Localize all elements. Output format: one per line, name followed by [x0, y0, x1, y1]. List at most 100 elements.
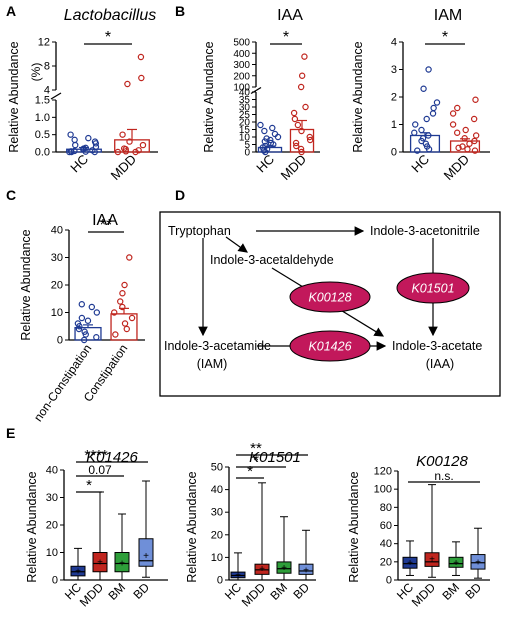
y-tick-label: 30 [46, 492, 58, 504]
bar [110, 313, 138, 341]
y-axis-label: Relative Abundance [19, 229, 33, 340]
data-point [306, 136, 314, 144]
data-point [462, 126, 469, 134]
y-tick-label: 2 [391, 92, 397, 104]
data-point [111, 309, 118, 316]
data-point [430, 104, 437, 112]
data-point [471, 147, 479, 154]
y-tick-label: 120 [374, 466, 392, 478]
data-point [425, 132, 432, 139]
box [70, 565, 86, 577]
data-point [78, 314, 86, 322]
data-point [290, 109, 298, 117]
x-category-label: BD [462, 580, 484, 602]
data-point [124, 80, 131, 88]
y-tick-label: 20 [51, 280, 63, 292]
y-tick-label: 40 [239, 88, 251, 99]
data-point [294, 121, 302, 129]
box [276, 561, 292, 574]
chart-title: IAA [92, 212, 118, 229]
data-point [91, 138, 99, 145]
data-point [298, 72, 306, 79]
y-axis-unit: (%) [29, 63, 43, 82]
x-category-label: MDD [278, 152, 310, 184]
box-mean-marker: + [453, 558, 459, 569]
data-point [72, 141, 79, 149]
y-tick-label: 500 [233, 38, 250, 49]
panel-letter-e: E [6, 425, 15, 441]
box-mean-marker: + [143, 551, 149, 562]
box [138, 538, 154, 567]
significance-label: ** [100, 217, 112, 234]
data-point [423, 115, 430, 123]
data-point [119, 131, 126, 138]
y-tick-label: 10 [51, 307, 63, 319]
y-tick-label: 100 [374, 484, 392, 496]
y-tick-label: 1 [391, 119, 397, 131]
y-tick-label: 300 [233, 60, 250, 71]
panel-letter-a: A [6, 3, 16, 19]
significance-label: * [247, 463, 253, 480]
chart-3: IAA Relative Abundance 0 10 20 30 40 non-Consti… [19, 212, 145, 424]
box-mean-marker: + [235, 570, 241, 581]
y-tick-label: 40 [211, 484, 223, 496]
x-category-label: non-Constipation [31, 342, 95, 424]
y-tick-label: 30 [239, 103, 251, 114]
box-mean-marker: + [475, 557, 481, 568]
significance-label: 0.07 [88, 463, 112, 477]
node-acetamide-abbr: (IAM) [197, 357, 228, 371]
data-point [453, 129, 461, 136]
pathway-frame [159, 211, 501, 397]
data-point [449, 110, 457, 117]
y-axis-label: Relative Abundance [185, 471, 199, 582]
data-point [119, 303, 126, 311]
x-category-label: MDD [239, 580, 268, 609]
x-category-label: BD [290, 580, 312, 602]
y-axis-label: Relative Abundance [7, 41, 21, 152]
box-mean-marker: + [119, 558, 125, 569]
data-point [93, 309, 101, 316]
chart-title: Lactobacillus [64, 7, 157, 24]
y-tick-label: 60 [380, 520, 392, 532]
data-point [420, 85, 427, 92]
data-point [418, 126, 425, 134]
data-point [121, 281, 128, 289]
data-point [117, 298, 124, 305]
axis-break-mark [50, 92, 62, 100]
y-tick-label: 10 [211, 552, 223, 564]
data-point [71, 147, 78, 155]
significance-label: * [442, 29, 448, 46]
box [448, 556, 464, 568]
node-acetamide: Indole-3-acetamide [164, 339, 271, 353]
data-point [120, 145, 128, 152]
significance-label: **** [84, 447, 108, 464]
data-point [472, 132, 480, 139]
data-point [263, 135, 270, 142]
y-tick-label: 4 [391, 37, 397, 49]
data-point [139, 141, 147, 149]
y-tick-label: 35 [239, 95, 251, 106]
box [424, 552, 440, 567]
y-tick-label: 4 [44, 85, 50, 97]
data-point [93, 334, 100, 341]
significance-label: * [105, 29, 111, 46]
data-point [71, 136, 78, 144]
x-category-label: MDD [77, 580, 106, 609]
x-category-label: MDD [108, 152, 140, 184]
enzyme-k01501-label: K01501 [411, 282, 454, 296]
box-mean-marker: + [75, 567, 81, 578]
y-tick-label: 0 [386, 575, 392, 587]
box [114, 552, 130, 573]
chart-title: IAA [277, 7, 303, 24]
data-point [274, 133, 282, 141]
data-point [74, 320, 82, 327]
data-point [422, 140, 430, 147]
data-point [298, 127, 305, 135]
data-point [454, 104, 461, 112]
y-tick-label: 40 [51, 225, 63, 237]
data-point [470, 115, 478, 123]
box [402, 556, 418, 569]
data-point [412, 121, 419, 128]
y-tick-label: 30 [51, 252, 63, 264]
